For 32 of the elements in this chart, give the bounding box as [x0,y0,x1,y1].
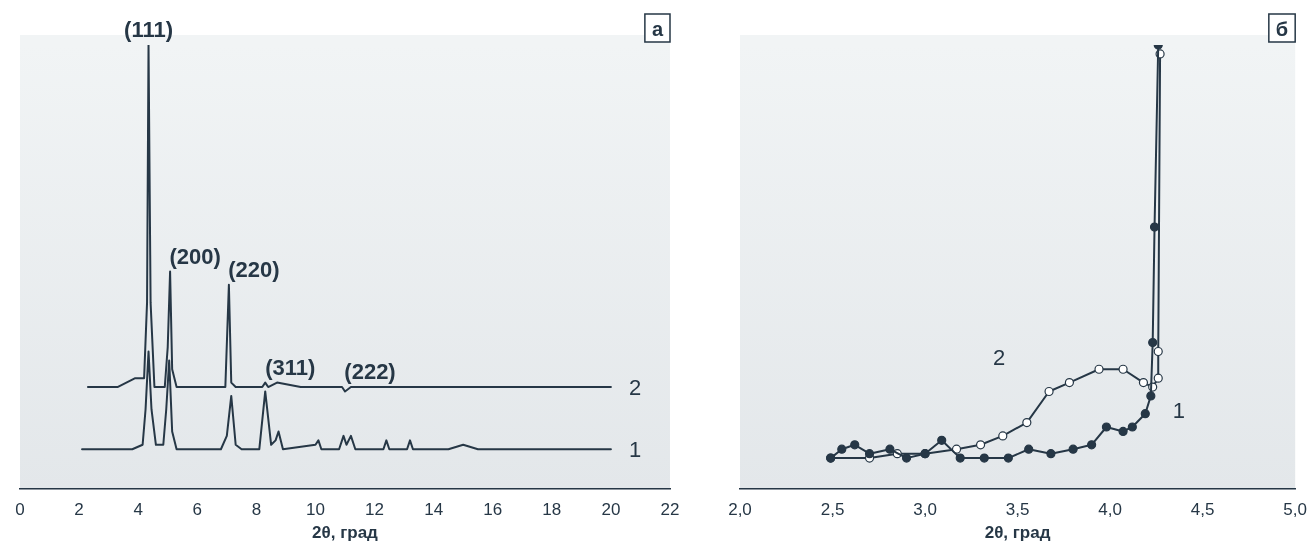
series-label: 1 [628,437,642,463]
x-tick-label: 4,5 [1190,500,1215,520]
x-tick-label: 20 [601,500,621,520]
x-tick-label: 8 [251,500,262,520]
x-tick-label: 5,0 [1283,500,1307,520]
x-axis-title: 2θ, град [312,523,379,543]
x-tick-label: 16 [483,500,503,520]
x-tick-label: 12 [365,500,385,520]
series-label: 2 [628,375,642,401]
x-tick-label: 3,0 [913,500,937,520]
text: б [1275,18,1289,40]
x-tick-label: 6 [192,500,203,520]
x-tick-label: 2,5 [820,500,845,520]
x-tick-label: 0 [15,500,25,520]
text: а [651,18,664,40]
annotation: (222) [344,359,396,385]
text: 2 [992,345,1006,371]
annotation: (111) [124,17,173,42]
annotation: (311) [265,354,316,380]
x-tick-label: 14 [424,500,444,520]
x-tick-label: 22 [660,500,680,520]
x-tick-label: 2 [74,500,84,520]
annotation: (200) [169,243,221,269]
series-label: 1 [1172,397,1186,423]
x-tick-label: 4,0 [1098,500,1122,520]
x-tick-label: 3,5 [1005,500,1030,520]
annotation: (220) [228,256,280,282]
x-tick-label: 10 [305,500,325,520]
x-axis-title: 2θ, град [984,523,1051,543]
x-tick-label: 2,0 [728,500,752,520]
x-tick-label: 4 [133,500,143,520]
x-tick-label: 18 [542,500,562,520]
